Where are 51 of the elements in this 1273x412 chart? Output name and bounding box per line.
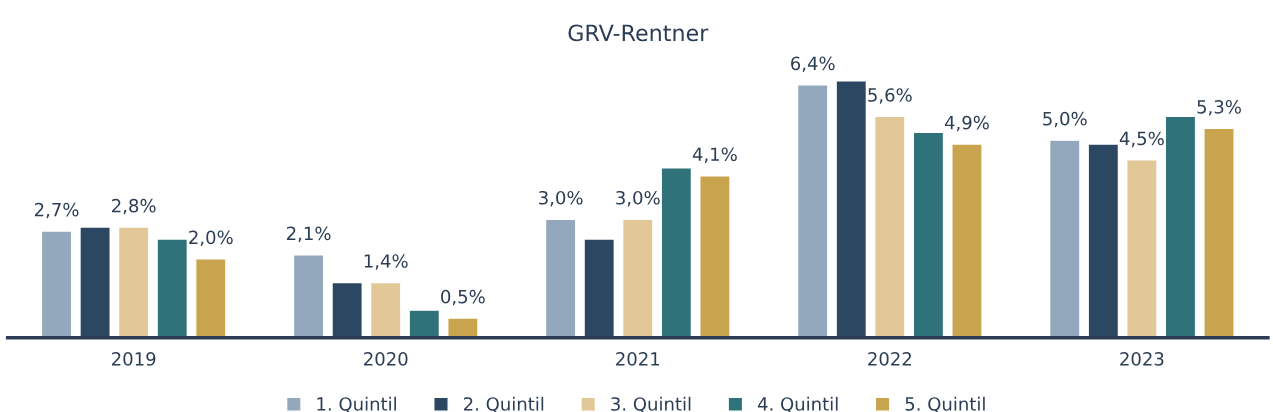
bar [1203,127,1235,338]
legend-label: 2. Quintil [463,396,544,412]
data-label: 2,7% [34,202,79,219]
data-label: 3,0% [616,190,660,207]
data-label: 0,5% [441,289,485,306]
data-label: 2,0% [189,230,233,246]
legend-label: 4. Quintil [757,396,838,412]
data-label: 4,1% [692,147,737,163]
bar [583,238,616,338]
x-tick-label: 2022 [868,352,911,366]
bar [117,226,150,338]
bar [292,254,325,338]
x-tick-label: 2019 [112,352,156,366]
bar [369,281,402,338]
bar [79,226,111,338]
data-label: 2,8% [112,198,156,215]
x-tick-label: 2020 [364,352,408,366]
bar [835,80,868,338]
data-label: 4,9% [944,115,989,132]
legend-label: 1. Quintil [317,396,396,412]
bar [874,115,906,338]
data-label: 4,5% [1119,131,1164,148]
bar [156,238,189,338]
data-label: 3,0% [539,190,583,207]
bar [408,309,441,338]
data-label: 5,3% [1197,100,1241,116]
bar [1164,115,1197,338]
bar [1048,139,1081,338]
x-tick-label: 2023 [1120,352,1164,366]
bar [447,317,479,338]
bar [912,131,945,338]
data-label: 1,4% [364,254,408,270]
bar [194,258,227,338]
bar [951,143,983,338]
bar [1126,159,1158,338]
data-label: 2,1% [286,226,331,243]
x-tick-label: 2021 [616,352,660,366]
bar [796,84,829,338]
legend-label: 5. Quintil [905,396,985,412]
bar [40,230,73,338]
bar [331,281,363,338]
chart-title: GRV-Rentner [568,24,709,42]
bar [544,218,577,338]
data-label: 6,4% [791,56,835,72]
bar [660,167,693,338]
legend-label: 3. Quintil [611,396,691,412]
bar [621,218,654,338]
data-label: 5,6% [868,88,912,104]
bar [1087,143,1120,338]
bar [699,175,731,338]
data-label: 5,0% [1043,111,1087,128]
